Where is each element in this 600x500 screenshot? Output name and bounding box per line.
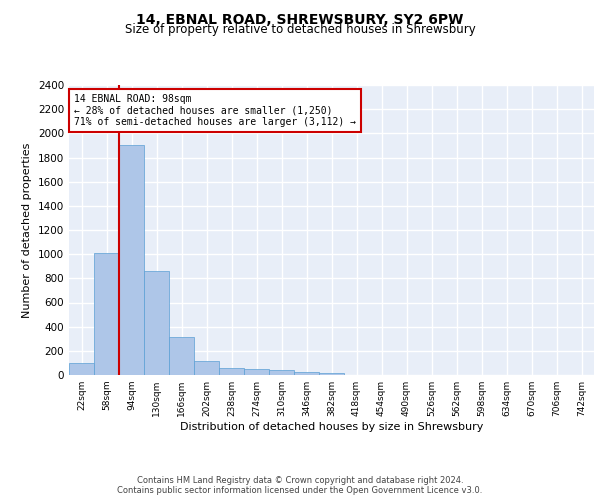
Bar: [119, 146, 144, 375]
Text: 14, EBNAL ROAD, SHREWSBURY, SY2 6PW: 14, EBNAL ROAD, SHREWSBURY, SY2 6PW: [136, 12, 464, 26]
Bar: [69, 363, 94, 375]
Text: 14 EBNAL ROAD: 98sqm
← 28% of detached houses are smaller (1,250)
71% of semi-de: 14 EBNAL ROAD: 98sqm ← 28% of detached h…: [74, 94, 356, 127]
X-axis label: Distribution of detached houses by size in Shrewsbury: Distribution of detached houses by size …: [180, 422, 483, 432]
Bar: [244, 369, 269, 375]
Bar: [219, 368, 244, 375]
Bar: [269, 370, 294, 375]
Bar: [194, 360, 219, 375]
Text: Size of property relative to detached houses in Shrewsbury: Size of property relative to detached ho…: [125, 22, 475, 36]
Bar: [144, 271, 169, 375]
Bar: [319, 372, 344, 375]
Bar: [294, 372, 319, 375]
Bar: [94, 253, 119, 375]
Text: Contains HM Land Registry data © Crown copyright and database right 2024.
Contai: Contains HM Land Registry data © Crown c…: [118, 476, 482, 495]
Y-axis label: Number of detached properties: Number of detached properties: [22, 142, 32, 318]
Bar: [169, 337, 194, 375]
